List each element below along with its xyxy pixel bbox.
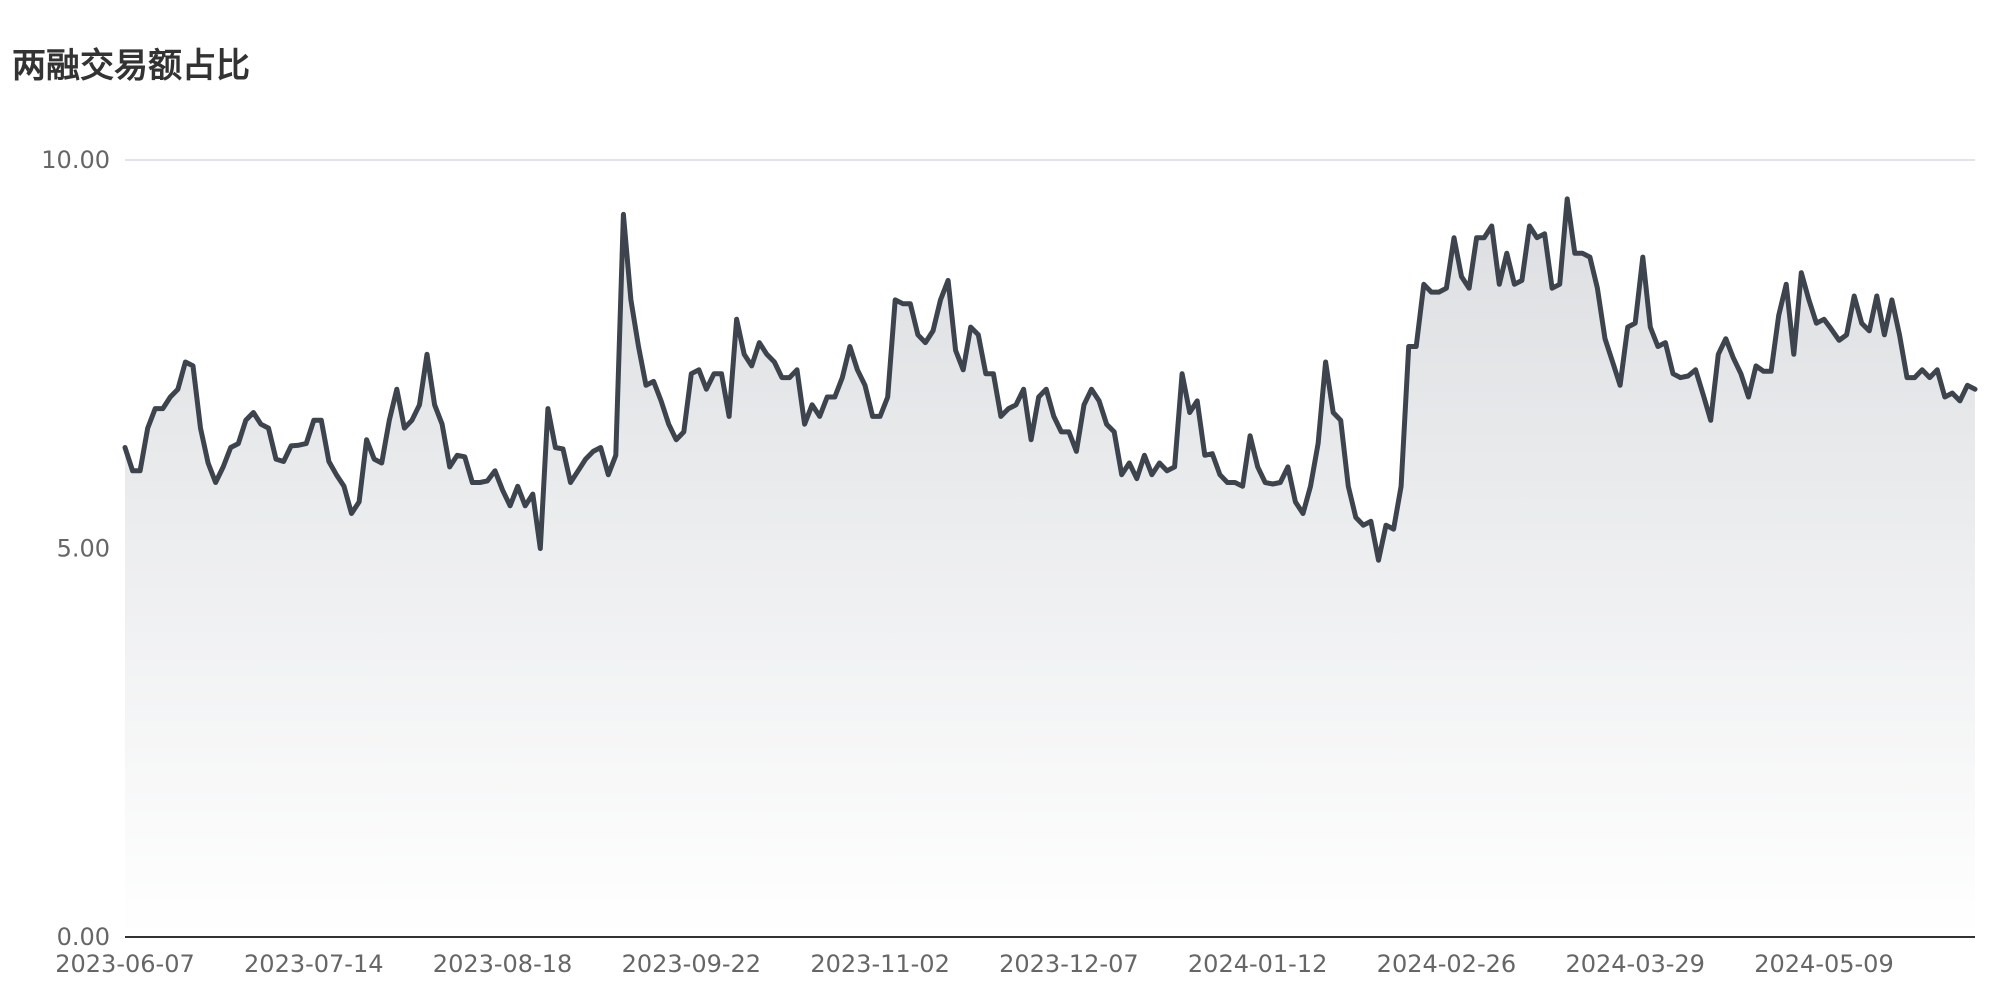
y-tick-label: 5.00 bbox=[57, 535, 110, 563]
x-tick-label: 2023-08-18 bbox=[433, 950, 572, 978]
series-line bbox=[122, 196, 1978, 563]
x-axis-tick-labels: 2023-06-07 2023-07-14 2023-08-18 2023-09-22… bbox=[55, 950, 1893, 978]
x-tick-label: 2023-12-07 bbox=[999, 950, 1138, 978]
y-tick-label: 0.00 bbox=[57, 923, 110, 951]
x-tick-label: 2023-09-22 bbox=[622, 950, 761, 978]
x-tick-label: 2024-03-29 bbox=[1565, 950, 1704, 978]
x-tick-label: 2023-11-02 bbox=[810, 950, 949, 978]
x-tick-label: 2024-01-12 bbox=[1188, 950, 1327, 978]
area-fill bbox=[125, 198, 1975, 937]
y-tick-label: 10.00 bbox=[41, 146, 110, 174]
x-tick-label: 2024-02-26 bbox=[1377, 950, 1516, 978]
y-axis-tick-labels: 0.00 5.00 10.00 bbox=[41, 146, 110, 951]
x-tick-label: 2023-06-07 bbox=[55, 950, 194, 978]
plot-area bbox=[122, 196, 1978, 937]
x-tick-label: 2024-05-09 bbox=[1754, 950, 1893, 978]
x-tick-label: 2023-07-14 bbox=[244, 950, 383, 978]
chart-title: 两融交易额占比 bbox=[12, 46, 250, 86]
